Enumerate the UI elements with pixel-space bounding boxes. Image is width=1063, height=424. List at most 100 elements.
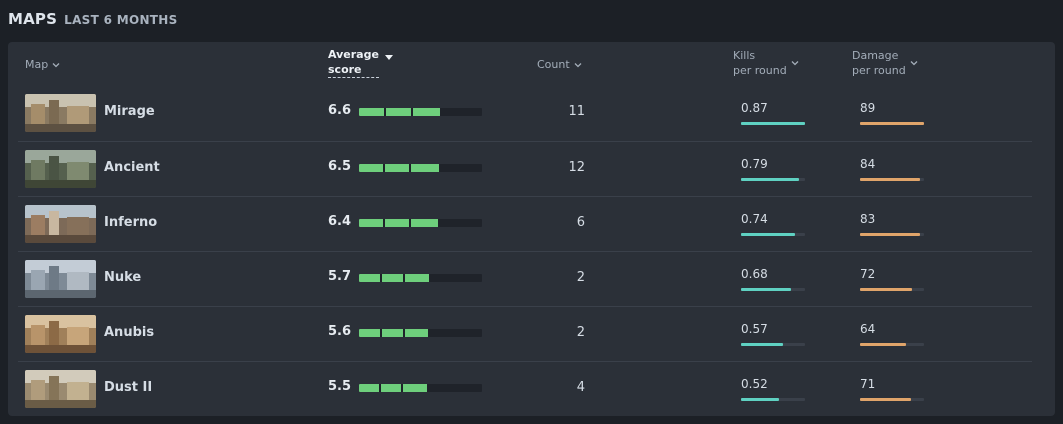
table-row[interactable]: Inferno 6.4 6 0.74 83: [18, 196, 1032, 251]
maps-table: Map Average score Count Kills per round …: [8, 42, 1055, 416]
map-name: Nuke: [104, 270, 142, 285]
column-header-count[interactable]: Count: [537, 57, 583, 72]
average-score-bar: [359, 108, 482, 116]
column-header-average-score-label: Average score: [328, 47, 379, 78]
damage-per-round-bar: [860, 122, 924, 125]
average-score-bar: [359, 164, 482, 172]
sort-descending-icon: [384, 55, 393, 60]
damage-per-round-bar: [860, 398, 924, 401]
score-bar-segment: [385, 164, 409, 172]
table-row[interactable]: Dust II 5.5 4 0.52 71: [18, 361, 1032, 416]
score-bar-segment: [405, 329, 428, 337]
column-header-average-score[interactable]: Average score: [328, 47, 393, 78]
kills-label-line2: per round: [733, 64, 787, 77]
match-count: 2: [576, 270, 585, 285]
map-name: Dust II: [104, 380, 153, 395]
average-score-bar: [359, 219, 482, 227]
map-name: Ancient: [104, 160, 160, 175]
average-score-bar: [359, 329, 482, 337]
score-bar-segment: [386, 108, 411, 116]
kills-per-round-value: 0.87: [741, 101, 768, 115]
ancient-thumbnail-icon: [25, 150, 96, 188]
kills-per-round-value: 0.74: [741, 212, 768, 226]
damage-label-line2: per round: [852, 64, 906, 77]
match-count: 12: [568, 160, 585, 175]
damage-per-round-bar: [860, 178, 924, 181]
chevron-down-icon: [791, 61, 799, 66]
score-bar-segment: [359, 108, 384, 116]
section-title: MAPS: [8, 10, 58, 28]
column-header-damage-per-round-label: Damage per round: [852, 48, 906, 78]
match-count: 6: [576, 215, 585, 230]
kills-per-round-value: 0.52: [741, 377, 768, 391]
table-row[interactable]: Anubis 5.6 2 0.57 64: [18, 306, 1032, 361]
score-bar-segment: [413, 108, 440, 116]
score-bar-segment: [405, 274, 429, 282]
score-bar-segment: [403, 384, 427, 392]
kills-per-round-bar: [741, 343, 805, 346]
match-count: 4: [576, 380, 585, 395]
score-bar-segment: [359, 274, 380, 282]
score-bar-segment: [359, 164, 383, 172]
map-name: Mirage: [104, 104, 155, 119]
average-score-value: 5.7: [328, 269, 352, 284]
column-header-damage-per-round[interactable]: Damage per round: [852, 48, 919, 78]
score-bar-segment: [385, 219, 409, 227]
kills-label-line1: Kills: [733, 49, 756, 62]
table-row[interactable]: Nuke 5.7 2 0.68 72: [18, 251, 1032, 306]
kills-per-round-bar: [741, 288, 805, 291]
average-score-value: 5.5: [328, 379, 352, 394]
column-header-map-label: Map: [25, 58, 49, 71]
damage-per-round-value: 64: [860, 322, 876, 336]
chevron-down-icon: [52, 62, 60, 67]
map-name: Inferno: [104, 215, 158, 230]
damage-per-round-bar: [860, 343, 924, 346]
table-row[interactable]: Ancient 6.5 12 0.79 84: [18, 141, 1032, 196]
match-count: 11: [568, 104, 585, 119]
score-bar-segment: [382, 274, 403, 282]
damage-label-line1: Damage: [852, 49, 899, 62]
score-bar-segment: [411, 219, 438, 227]
kills-per-round-value: 0.79: [741, 157, 768, 171]
average-score-label-line1: Average: [328, 48, 379, 61]
score-bar-segment: [411, 164, 439, 172]
chevron-down-icon: [574, 62, 582, 67]
average-score-value: 5.6: [328, 324, 352, 339]
column-header-kills-per-round[interactable]: Kills per round: [733, 48, 800, 78]
damage-per-round-value: 71: [860, 377, 876, 391]
chevron-down-icon: [910, 61, 918, 66]
table-body: Mirage 6.6 11 0.87 89 Ancient 6.5 12 0.7…: [18, 86, 1032, 416]
map-name: Anubis: [104, 325, 155, 340]
damage-per-round-value: 83: [860, 212, 876, 226]
mirage-thumbnail-icon: [25, 94, 96, 132]
match-count: 2: [576, 325, 585, 340]
section-subtitle: LAST 6 MONTHS: [64, 13, 178, 27]
average-score-label-line2: score: [328, 63, 362, 76]
damage-per-round-bar: [860, 233, 924, 236]
damage-per-round-bar: [860, 288, 924, 291]
nuke-thumbnail-icon: [25, 260, 96, 298]
kills-per-round-bar: [741, 398, 805, 401]
anubis-thumbnail-icon: [25, 315, 96, 353]
damage-per-round-value: 89: [860, 101, 876, 115]
average-score-value: 6.6: [328, 103, 352, 118]
average-score-value: 6.5: [328, 159, 352, 174]
score-bar-segment: [382, 329, 403, 337]
section-heading: MAPS LAST 6 MONTHS: [8, 10, 178, 28]
average-score-value: 6.4: [328, 214, 352, 229]
damage-per-round-value: 72: [860, 267, 876, 281]
kills-per-round-bar: [741, 122, 805, 125]
kills-per-round-bar: [741, 178, 805, 181]
kills-per-round-bar: [741, 233, 805, 236]
table-row[interactable]: Mirage 6.6 11 0.87 89: [18, 86, 1032, 141]
column-header-map[interactable]: Map: [25, 57, 61, 72]
dust2-thumbnail-icon: [25, 370, 96, 408]
average-score-bar: [359, 274, 482, 282]
score-bar-segment: [381, 384, 401, 392]
damage-per-round-value: 84: [860, 157, 876, 171]
score-bar-segment: [359, 384, 379, 392]
column-header-count-label: Count: [537, 58, 570, 71]
table-header: Map Average score Count Kills per round …: [8, 42, 1055, 86]
score-bar-segment: [359, 329, 380, 337]
score-bar-segment: [359, 219, 383, 227]
